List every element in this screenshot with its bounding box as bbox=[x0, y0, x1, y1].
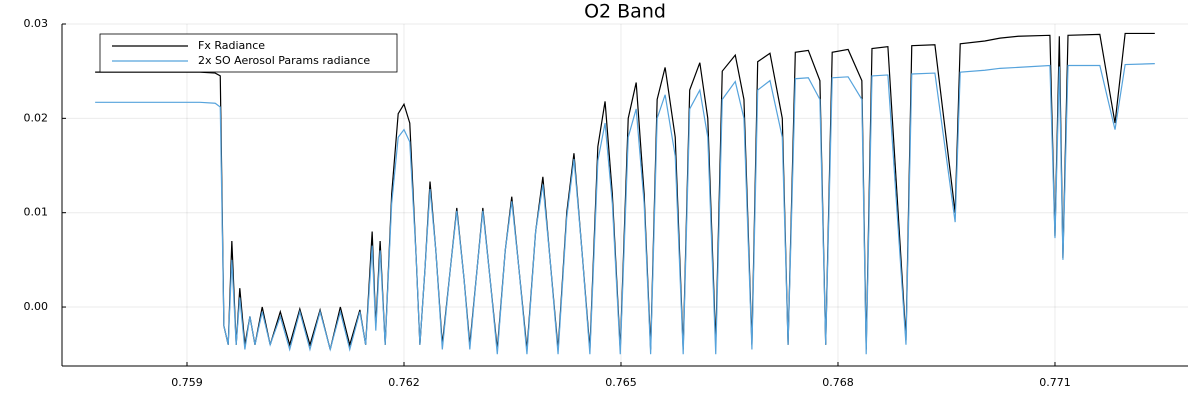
x-tick-label: 0.759 bbox=[171, 376, 203, 389]
chart-title: O2 Band bbox=[584, 1, 666, 23]
legend-label: Fx Radiance bbox=[198, 39, 265, 52]
x-tick-label: 0.765 bbox=[605, 376, 637, 389]
x-tick-label: 0.771 bbox=[1039, 376, 1071, 389]
y-tick-label: 0.00 bbox=[24, 300, 49, 313]
x-tick-label: 0.762 bbox=[388, 376, 420, 389]
series-line bbox=[95, 63, 1155, 355]
legend-label: 2x SO Aerosol Params radiance bbox=[198, 54, 370, 67]
series-line bbox=[95, 32, 1155, 350]
y-tick-label: 0.02 bbox=[24, 111, 49, 124]
x-tick-label: 0.768 bbox=[822, 376, 854, 389]
y-tick-label: 0.01 bbox=[24, 206, 49, 219]
y-tick-label: 0.03 bbox=[24, 17, 49, 30]
legend-box bbox=[99, 33, 398, 73]
